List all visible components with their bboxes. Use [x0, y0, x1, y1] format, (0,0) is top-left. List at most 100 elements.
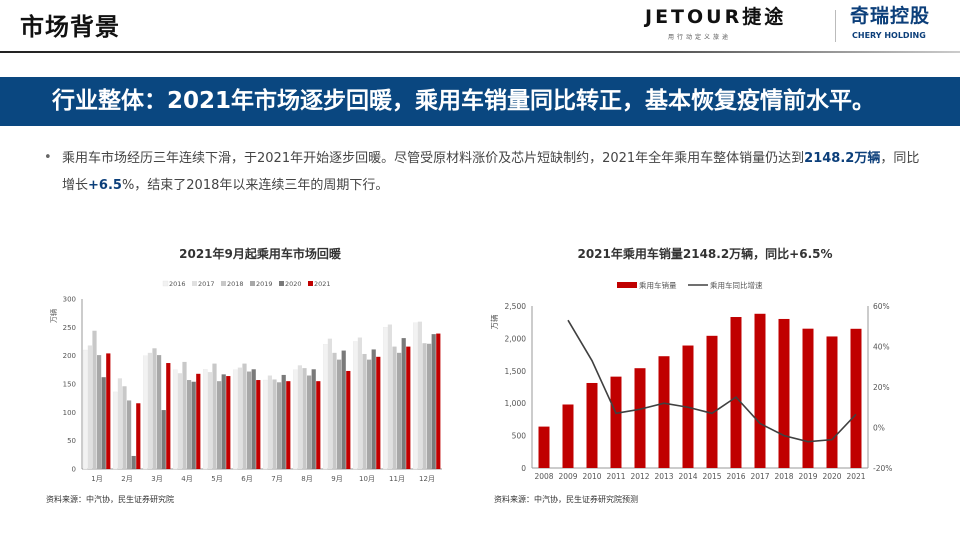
chart2-legend-label: 乘用车销量: [639, 280, 677, 290]
chart1-legend-label: 2016: [169, 280, 186, 288]
chart2-bar: [658, 356, 670, 468]
chart1-bar-2020: [101, 377, 106, 469]
chart1-bar-2021: [376, 356, 381, 469]
chart2-x-tick: 2020: [822, 472, 841, 481]
chart1-x-tick: 3月: [151, 475, 162, 483]
chart1-bar-2016: [203, 369, 208, 470]
chart1-bar-2018: [392, 346, 397, 469]
chart1-x-tick: 11月: [389, 475, 405, 483]
chart1-bar-2021: [136, 403, 141, 469]
chart1-bar-2019: [127, 400, 132, 469]
chart1-source: 资料来源：中汽协，民生证券研究院: [46, 495, 174, 504]
chart1-bar-2018: [362, 353, 367, 469]
chart2-x-tick: 2021: [846, 472, 865, 481]
chart1-bar-2018: [242, 363, 247, 469]
growth-highlight: +6.5: [88, 178, 122, 193]
chart1-x-tick: 8月: [301, 475, 312, 483]
chery-logo: 奇瑞控股: [850, 5, 931, 27]
chart2-y2-tick: -20%: [873, 464, 892, 473]
chart1-bar-2019: [277, 382, 282, 469]
logo-divider: [835, 10, 836, 42]
chart1-bar-2017: [297, 365, 302, 469]
chart2-x-tick: 2014: [678, 472, 697, 481]
chart2-y2-tick: 0%: [873, 424, 885, 433]
chart1-bar-2017: [357, 337, 362, 469]
chart1-bar-2019: [187, 380, 192, 469]
chart1-bar-2020: [251, 369, 256, 469]
chart1-x-tick: 10月: [359, 475, 375, 483]
chart1-x-tick: 7月: [271, 475, 282, 483]
chart1-bar-2020: [311, 369, 316, 469]
chart2-bar: [706, 335, 718, 468]
chart1-x-tick: 12月: [419, 475, 435, 483]
chart1-bar-2016: [173, 369, 178, 470]
chart1-bar-2017: [237, 367, 242, 469]
chart1-y-tick: 300: [63, 296, 76, 304]
chart1-bar-2021: [256, 380, 261, 469]
jetour-tagline: 用行动定义旅途: [668, 34, 732, 41]
chart1-legend-swatch: [250, 281, 255, 286]
chart1-x-tick: 9月: [331, 475, 342, 483]
chart1-bar-2019: [427, 343, 432, 469]
chart2-bar: [538, 426, 550, 468]
chart1-bar-2020: [131, 455, 136, 469]
chart1-bar-2016: [383, 327, 388, 470]
chart1-bar-2017: [117, 378, 122, 469]
chart1-bar-2017: [207, 372, 212, 469]
chart1-x-tick: 4月: [181, 475, 192, 483]
chart1-bar-2019: [217, 381, 222, 469]
chart2-y-label: 万辆: [489, 314, 499, 329]
chart2-y-tick: 1,500: [505, 367, 527, 376]
chart1-bar-2020: [221, 374, 226, 469]
chart1-bar-2016: [353, 341, 358, 470]
chart2-bar: [850, 328, 862, 468]
chart1-y-label: 万辆: [49, 309, 58, 323]
chart2-y-tick: 500: [512, 432, 527, 441]
chart1-bar-2020: [191, 381, 196, 469]
chart1-bar-2016: [233, 369, 238, 470]
chart1-bar-2020: [371, 349, 376, 469]
chart1-bar-2016: [293, 369, 298, 470]
chart1-bar-2021: [406, 346, 411, 469]
chart2-bar: [778, 318, 790, 468]
chart2-x-tick: 2019: [798, 472, 817, 481]
chart1-x-tick: 5月: [211, 475, 222, 483]
chart1-bar-2018: [212, 363, 217, 469]
header-divider: [0, 51, 960, 53]
chart1-bar-2020: [281, 374, 286, 469]
chart1-bar-2021: [286, 381, 291, 469]
chart1-bar-2017: [417, 321, 422, 469]
chart1-y-tick: 150: [63, 381, 76, 389]
chart2-x-tick: 2016: [726, 472, 745, 481]
chart1-title: 2021年9月起乘用车市场回暖: [179, 247, 341, 261]
chart2-legend-bar-swatch: [617, 282, 637, 288]
chart1-y-tick: 200: [63, 352, 76, 360]
chart1-bar-2017: [177, 373, 182, 469]
jetour-logo: JETOUR捷途: [645, 6, 787, 28]
chart2-y2-tick: 40%: [873, 343, 890, 352]
chart2-growth-line: [567, 319, 857, 443]
chart1-legend-swatch: [308, 281, 313, 286]
chart2-x-tick: 2017: [750, 472, 769, 481]
chart1-bar-2021: [316, 381, 321, 469]
chart2-x-tick: 2012: [630, 472, 649, 481]
chart1-bar-2019: [367, 359, 372, 469]
chart1-bar-2017: [327, 338, 332, 469]
section-title: 市场背景: [20, 13, 120, 41]
chart1-legend-swatch: [221, 281, 226, 286]
chart2-bar: [634, 368, 646, 468]
chart1-x-tick: 1月: [91, 475, 102, 483]
chart1-y-tick: 250: [63, 324, 76, 332]
chart2-bar: [802, 328, 814, 468]
para-text: 乘用车市场经历三年连续下滑，于2021年开始逐步回暖。尽管受原材料涨价及芯片短缺…: [62, 151, 805, 166]
chart2-legend-label: 乘用车同比增速: [710, 280, 763, 290]
summary-paragraph: 乘用车市场经历三年连续下滑，于2021年开始逐步回暖。尽管受原材料涨价及芯片短缺…: [62, 145, 932, 199]
chart1-x-tick: 6月: [241, 475, 252, 483]
chart1-bar-2016: [143, 355, 148, 470]
chart1-bar-2018: [302, 368, 307, 469]
chery-logo-en: CHERY HOLDING: [852, 31, 926, 40]
chart2-y2-tick: 60%: [873, 302, 890, 311]
chart1-bar-2018: [122, 386, 127, 469]
chart2-x-tick: 2018: [774, 472, 793, 481]
bullet-icon: •: [44, 150, 52, 165]
